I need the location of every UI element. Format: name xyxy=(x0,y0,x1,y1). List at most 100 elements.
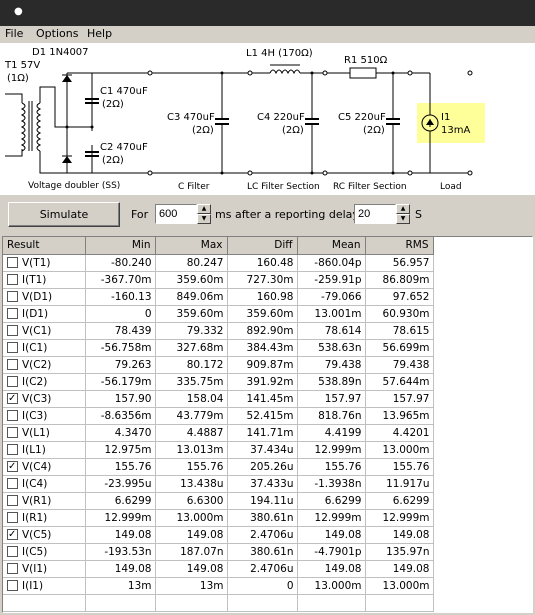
plot-checkbox[interactable] xyxy=(7,477,18,489)
diff-cell: 892.90m xyxy=(227,322,298,340)
plot-checkbox[interactable] xyxy=(7,409,18,421)
rms-cell: 13.000m xyxy=(365,577,434,595)
column-header-mean[interactable]: Mean xyxy=(297,237,366,255)
column-header-max[interactable]: Max xyxy=(155,237,228,255)
menu-bar: File Options Help xyxy=(0,26,535,43)
result-cell: I(C5) xyxy=(3,543,86,561)
plot-checkbox[interactable] xyxy=(7,375,18,387)
plot-checkbox[interactable] xyxy=(7,256,18,268)
result-cell: I(I1) xyxy=(3,577,86,595)
min-cell: -193.53n xyxy=(85,543,156,561)
c4-label: C4 220uF xyxy=(257,112,305,123)
plot-checkbox[interactable] xyxy=(7,358,18,370)
column-header-rms[interactable]: RMS xyxy=(365,237,434,255)
table-row[interactable]: I(L1) 12.975m 13.013m 37.434u 12.999m 13.000m xyxy=(3,441,434,459)
max-cell: 80.172 xyxy=(155,356,228,374)
rms-cell: 155.76 xyxy=(365,458,434,476)
result-name: V(C2) xyxy=(22,358,52,371)
table-row[interactable]: V(L1) 4.3470 4.4887 141.71m 4.4199 4.4201 xyxy=(3,424,434,442)
max-cell: 79.332 xyxy=(155,322,228,340)
plot-checkbox[interactable] xyxy=(7,307,18,319)
column-header-min[interactable]: Min xyxy=(85,237,156,255)
mean-cell: 6.6299 xyxy=(297,492,366,510)
table-row[interactable]: I(C3) -8.6356m 43.779m 52.415m 818.76n 13.965… xyxy=(3,407,434,425)
plot-checkbox[interactable] xyxy=(7,579,18,591)
plot-checkbox[interactable] xyxy=(7,511,18,523)
table-row[interactable]: V(C1) 78.439 79.332 892.90m 78.614 78.615 xyxy=(3,322,434,340)
results-table[interactable]: Result Min Max Diff Mean RMS V(T1) -80.24… xyxy=(2,236,533,613)
result-name: V(I1) xyxy=(22,562,48,575)
simulation-controls: Simulate For ▲ ▼ ms after a reporting de… xyxy=(0,197,535,233)
column-header-result[interactable]: Result xyxy=(3,237,86,255)
result-name: V(C3) xyxy=(22,392,52,405)
result-name: I(C1) xyxy=(22,341,48,354)
section-c-filter: C Filter xyxy=(178,182,210,192)
spin-up-icon[interactable]: ▲ xyxy=(197,204,211,214)
table-row[interactable]: V(I1) 149.08 149.08 2.4706u 149.08 149.08 xyxy=(3,560,434,578)
menu-help[interactable]: Help xyxy=(87,27,113,40)
delay-spinner[interactable]: ▲ ▼ xyxy=(396,204,410,224)
title-bar: ● xyxy=(0,0,535,26)
table-row[interactable]: V(T1) -80.240 80.247 160.48 -860.04p 56.957 xyxy=(3,254,434,272)
result-cell: V(C1) xyxy=(3,322,86,340)
diff-cell: 0 xyxy=(227,577,298,595)
mean-cell: 818.76n xyxy=(297,407,366,425)
table-row[interactable]: V(D1) -160.13 849.06m 160.98 -79.066 97.652 xyxy=(3,288,434,306)
plot-checkbox[interactable] xyxy=(7,426,18,438)
plot-checkbox[interactable] xyxy=(7,341,18,353)
table-row[interactable]: I(D1) 0 359.60m 359.60m 13.001m 60.930m xyxy=(3,305,434,323)
duration-spinner[interactable]: ▲ ▼ xyxy=(197,204,211,224)
rms-cell: 60.930m xyxy=(365,305,434,323)
rms-cell: 11.917u xyxy=(365,475,434,493)
plot-checkbox[interactable] xyxy=(7,528,18,540)
mean-cell: -79.066 xyxy=(297,288,366,306)
diff-cell: 384.43m xyxy=(227,339,298,357)
table-row[interactable]: I(C5) -193.53n 187.07n 380.61n -4.7901p 135.9… xyxy=(3,543,434,561)
diff-cell: 727.30m xyxy=(227,271,298,289)
plot-checkbox[interactable] xyxy=(7,392,18,404)
table-row[interactable]: I(I1) 13m 13m 0 13.000m 13.000m xyxy=(3,577,434,595)
spin-down-icon[interactable]: ▼ xyxy=(197,214,211,224)
menu-file[interactable]: File xyxy=(5,27,24,40)
plot-checkbox[interactable] xyxy=(7,443,18,455)
simulate-button[interactable]: Simulate xyxy=(8,202,120,227)
spin-up-icon[interactable]: ▲ xyxy=(396,204,410,214)
diff-cell: 2.4706u xyxy=(227,526,298,544)
plot-checkbox[interactable] xyxy=(7,273,18,285)
plot-checkbox[interactable] xyxy=(7,494,18,506)
result-name: I(R1) xyxy=(22,511,48,524)
table-row[interactable]: I(R1) 12.999m 13.000m 380.61n 12.999m 12.999m xyxy=(3,509,434,527)
table-row[interactable]: I(C2) -56.179m 335.75m 391.92m 538.89n 57.644… xyxy=(3,373,434,391)
table-row[interactable]: I(C4) -23.995u 13.438u 37.433u -1.3938n 11.91… xyxy=(3,475,434,493)
mean-cell: 538.89n xyxy=(297,373,366,391)
result-name: I(C5) xyxy=(22,545,48,558)
plot-checkbox[interactable] xyxy=(7,290,18,302)
min-cell: 6.6299 xyxy=(85,492,156,510)
mean-cell: 149.08 xyxy=(297,526,366,544)
delay-input[interactable] xyxy=(354,204,396,224)
diff-cell: 141.71m xyxy=(227,424,298,442)
rms-cell: 78.615 xyxy=(365,322,434,340)
plot-checkbox[interactable] xyxy=(7,324,18,336)
table-row[interactable]: I(T1) -367.70m 359.60m 727.30m -259.91p 86.80… xyxy=(3,271,434,289)
table-row[interactable]: I(C1) -56.758m 327.68m 384.43m 538.63n 56.699… xyxy=(3,339,434,357)
column-header-diff[interactable]: Diff xyxy=(227,237,298,255)
table-row[interactable]: V(R1) 6.6299 6.6300 194.11u 6.6299 6.6299 xyxy=(3,492,434,510)
plot-checkbox[interactable] xyxy=(7,545,18,557)
duration-input[interactable] xyxy=(155,204,197,224)
max-cell: 13.013m xyxy=(155,441,228,459)
mean-cell: 12.999m xyxy=(297,509,366,527)
plot-checkbox[interactable] xyxy=(7,562,18,574)
menu-options[interactable]: Options xyxy=(36,27,79,40)
spin-down-icon[interactable]: ▼ xyxy=(396,214,410,224)
min-cell: 78.439 xyxy=(85,322,156,340)
plot-checkbox[interactable] xyxy=(7,460,18,472)
table-row[interactable]: V(C2) 79.263 80.172 909.87m 79.438 79.438 xyxy=(3,356,434,374)
min-cell: 79.263 xyxy=(85,356,156,374)
result-cell: V(L1) xyxy=(3,424,86,442)
window-menu-icon[interactable]: ● xyxy=(14,6,23,17)
min-cell: -367.70m xyxy=(85,271,156,289)
